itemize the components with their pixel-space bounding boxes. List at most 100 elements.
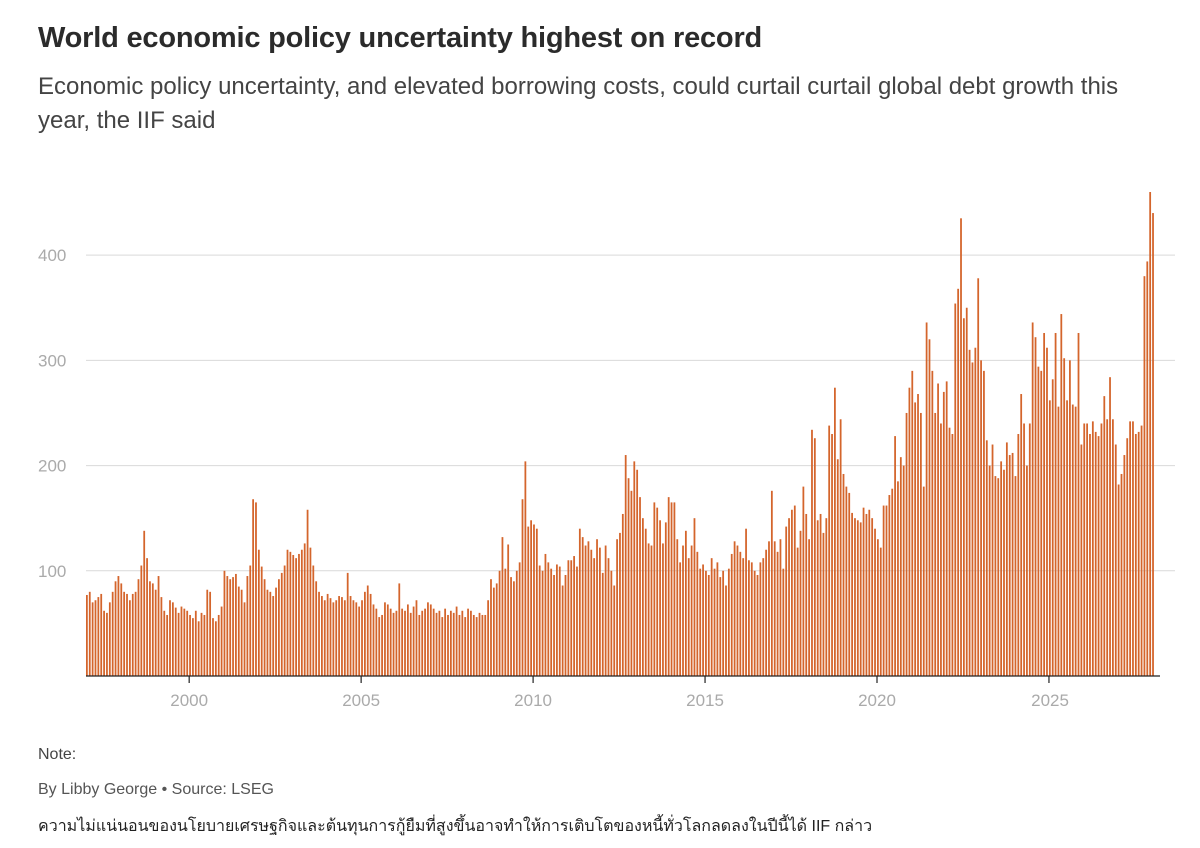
bar bbox=[484, 614, 487, 676]
bar bbox=[1120, 473, 1123, 676]
bar bbox=[194, 610, 197, 676]
bar bbox=[1014, 476, 1017, 676]
bar bbox=[816, 520, 819, 676]
bar bbox=[1046, 347, 1048, 676]
bar bbox=[174, 607, 177, 676]
bar bbox=[117, 576, 120, 676]
bar bbox=[836, 459, 839, 676]
bar bbox=[384, 602, 386, 676]
bar bbox=[278, 579, 280, 676]
bar bbox=[518, 562, 521, 676]
bar bbox=[624, 455, 627, 676]
bar bbox=[951, 434, 954, 676]
bar bbox=[535, 528, 538, 676]
bar bbox=[862, 507, 865, 676]
bar bbox=[581, 537, 584, 676]
bar bbox=[378, 617, 381, 676]
bar bbox=[429, 604, 432, 676]
bar bbox=[335, 600, 338, 676]
bar bbox=[1091, 421, 1094, 676]
bar bbox=[475, 617, 478, 676]
x-tick-label: 2025 bbox=[1031, 691, 1069, 710]
bar bbox=[773, 541, 776, 676]
bar bbox=[444, 608, 447, 676]
bar bbox=[1074, 406, 1077, 676]
bar bbox=[1066, 400, 1068, 676]
bar bbox=[137, 579, 140, 676]
byline: By Libby George • Source: LSEG bbox=[38, 781, 274, 798]
bar bbox=[1008, 455, 1011, 676]
bar bbox=[750, 562, 753, 676]
bar bbox=[897, 481, 899, 676]
bar bbox=[558, 566, 561, 676]
bar bbox=[656, 507, 659, 676]
bar bbox=[292, 555, 295, 676]
bar bbox=[157, 576, 160, 676]
bar bbox=[859, 522, 862, 676]
x-tick-label: 2015 bbox=[686, 691, 724, 710]
bar bbox=[811, 429, 813, 676]
bar bbox=[1129, 421, 1131, 676]
bar bbox=[908, 387, 911, 676]
bar bbox=[616, 539, 618, 676]
bar bbox=[991, 444, 994, 676]
bar bbox=[206, 589, 209, 676]
bar bbox=[94, 600, 97, 676]
bar bbox=[192, 618, 194, 676]
bar bbox=[822, 532, 825, 676]
bar bbox=[217, 614, 220, 676]
bar bbox=[874, 528, 876, 676]
bar bbox=[650, 545, 653, 676]
bar bbox=[183, 608, 186, 676]
bar bbox=[713, 568, 716, 676]
x-tick-label: 2010 bbox=[514, 691, 552, 710]
bar bbox=[765, 549, 768, 676]
bar bbox=[495, 583, 498, 676]
bar bbox=[945, 381, 948, 676]
bar bbox=[578, 528, 581, 676]
bar bbox=[934, 412, 937, 676]
bar bbox=[1083, 423, 1086, 676]
bar bbox=[1020, 394, 1023, 676]
bar bbox=[788, 518, 790, 676]
x-tick-label: 2020 bbox=[858, 691, 896, 710]
bar bbox=[369, 593, 372, 676]
bar bbox=[805, 513, 808, 676]
bar bbox=[960, 218, 962, 677]
bar bbox=[404, 610, 406, 676]
bar bbox=[1152, 213, 1154, 677]
bar bbox=[922, 486, 925, 676]
bar bbox=[621, 513, 624, 676]
bar bbox=[1023, 423, 1025, 676]
bar bbox=[452, 612, 455, 676]
bar bbox=[427, 602, 429, 676]
bar bbox=[770, 490, 773, 676]
bar bbox=[627, 478, 630, 676]
bar bbox=[547, 562, 550, 676]
bar bbox=[994, 476, 997, 676]
bar bbox=[406, 604, 409, 676]
bar bbox=[541, 570, 544, 676]
bar bbox=[472, 614, 475, 676]
bar bbox=[441, 617, 444, 676]
bar bbox=[785, 526, 788, 676]
bar bbox=[88, 591, 91, 676]
bar bbox=[733, 541, 736, 676]
grid-layer: 100 200 300 400 bbox=[38, 246, 1175, 581]
bar bbox=[275, 587, 277, 676]
bar bbox=[544, 553, 547, 676]
bar bbox=[1069, 360, 1071, 676]
bar bbox=[553, 574, 555, 676]
bar bbox=[550, 568, 553, 676]
bar bbox=[246, 576, 249, 676]
bar bbox=[1132, 421, 1134, 676]
y-tick-label: 300 bbox=[38, 351, 66, 370]
bar bbox=[358, 606, 361, 676]
bar bbox=[361, 600, 363, 676]
bar bbox=[564, 574, 567, 676]
bar bbox=[298, 553, 300, 676]
bar bbox=[1137, 431, 1140, 676]
bar bbox=[1117, 484, 1120, 676]
bar bbox=[736, 545, 739, 676]
bar bbox=[235, 573, 237, 676]
